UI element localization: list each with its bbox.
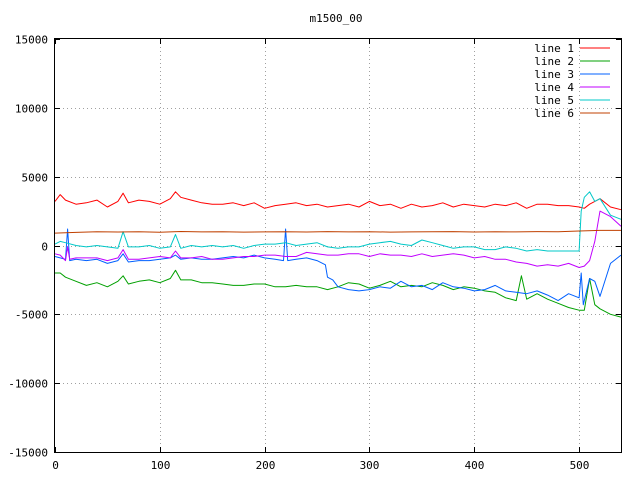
legend-label: line 6: [534, 107, 574, 120]
x-tick-label: 0: [52, 459, 59, 472]
y-tick-label: 0: [41, 241, 48, 254]
grid: [55, 39, 621, 452]
y-tick-label: 15000: [15, 34, 48, 47]
x-tick-label: 400: [465, 459, 485, 472]
series-line-1: [54, 191, 622, 211]
x-tick-label: 300: [360, 459, 380, 472]
x-tick-label: 500: [570, 459, 590, 472]
y-tick-label: -10000: [8, 378, 48, 391]
legend-label: line 3: [534, 68, 574, 81]
series-line-2: [55, 269, 622, 318]
y-tick-label: 5000: [22, 172, 49, 185]
legend-label: line 5: [534, 94, 574, 107]
legend-label: line 4: [534, 81, 574, 94]
series-line-4: [54, 210, 622, 268]
x-tick-label: 100: [151, 459, 171, 472]
series-lines: [54, 191, 622, 318]
y-tick-label: 10000: [15, 103, 48, 116]
legend-label: line 2: [534, 55, 574, 68]
series-line-3: [54, 228, 622, 306]
plot-frame: [54, 38, 622, 453]
axes: 0 100 200 300 400 500 -15000 -10000 -5000 0 5000 10…: [8, 34, 621, 472]
series-line-6: [54, 229, 621, 234]
y-tick-label: -5000: [15, 309, 48, 322]
chart-title: m1500_00: [310, 12, 363, 25]
series-line-5: [54, 191, 622, 252]
x-tick-label: 200: [256, 459, 276, 472]
y-tick-label: -15000: [8, 447, 48, 460]
legend-label: line 1: [534, 42, 574, 55]
